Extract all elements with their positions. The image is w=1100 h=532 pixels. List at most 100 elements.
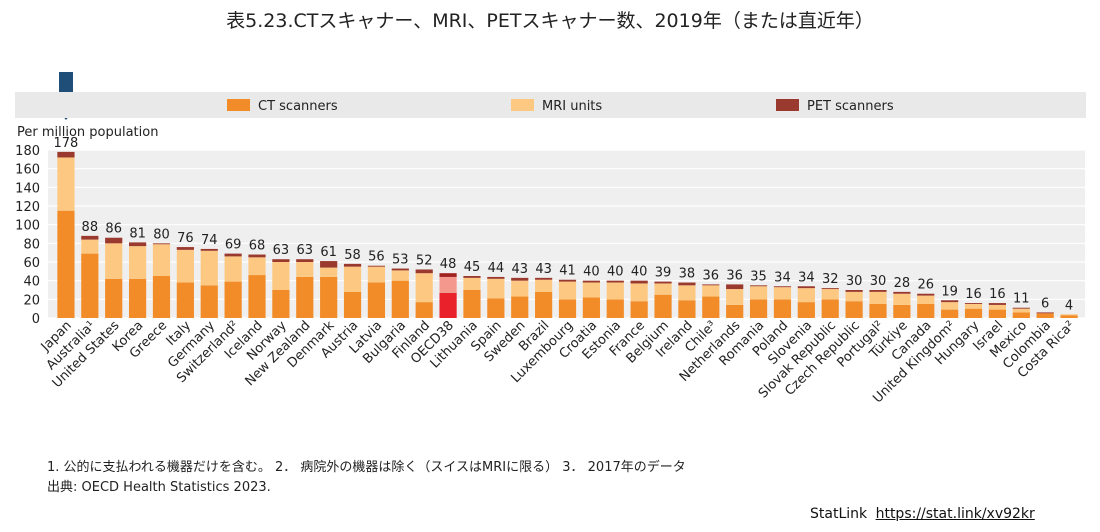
bar-segment: [152, 244, 171, 276]
bar-segment: [176, 249, 194, 283]
bar-segment: [1060, 315, 1078, 318]
total-label: 40: [631, 265, 648, 280]
bar-segment: [320, 276, 338, 318]
y-tick-label: 40: [23, 275, 40, 290]
bar-segment: [726, 284, 744, 290]
legend-swatch: [776, 99, 799, 111]
statlink: StatLink https://stat.link/xv92kr: [810, 506, 1035, 522]
total-label: 58: [344, 248, 361, 263]
bar-segment: [630, 301, 648, 318]
bar-segment: [821, 289, 839, 300]
total-label: 86: [105, 222, 122, 237]
bar-segment: [535, 279, 553, 292]
bar-segment: [845, 290, 863, 292]
bar-segment: [654, 283, 672, 295]
bar-segment: [964, 303, 983, 304]
bar-segment: [678, 300, 696, 318]
total-label: 11: [1013, 292, 1030, 307]
bar-segment: [535, 277, 553, 280]
legend-swatch: [227, 99, 250, 111]
bar-segment: [463, 290, 481, 318]
bars: [57, 151, 1078, 318]
total-label: 63: [273, 243, 290, 258]
bar-segment: [487, 276, 505, 279]
total-label: 39: [655, 266, 672, 281]
y-tick-label: 60: [23, 256, 40, 271]
total-label: 81: [129, 226, 146, 241]
total-label: 68: [249, 239, 266, 254]
bar-segment: [726, 304, 744, 318]
bar-segment: [367, 266, 386, 283]
bar-segment: [941, 309, 959, 318]
bar-chart: CT scanners MRI units PET scanners Per mil…: [15, 92, 1086, 406]
y-tick-label: 80: [23, 237, 40, 252]
total-label: 56: [368, 250, 385, 265]
bar-segment: [988, 303, 1007, 305]
bar-segment: [343, 266, 362, 292]
total-label: 35: [750, 269, 767, 284]
y-tick-label: 100: [15, 219, 40, 234]
bar-segment: [869, 290, 887, 292]
bar-segment: [773, 287, 792, 300]
bar-segment: [869, 304, 887, 318]
bar-segment: [941, 300, 959, 303]
bar-segment: [487, 298, 505, 318]
total-label: 16: [989, 287, 1006, 302]
bar-segment: [845, 301, 863, 318]
footnote-line: 1. 公的に支払われる機器だけを含む。 2． 病院外の機器は除く（スイスはMRI…: [47, 460, 686, 475]
bar-segment: [582, 297, 600, 318]
bar-segment: [1036, 313, 1054, 318]
bar-segment: [343, 291, 362, 318]
bar-segment: [439, 276, 457, 293]
bar-segment: [773, 286, 792, 288]
bar-segment: [678, 285, 696, 301]
bar-segment: [511, 280, 529, 297]
total-label: 178: [54, 136, 79, 151]
statlink-url[interactable]: https://stat.link/xv92kr: [875, 506, 1035, 522]
total-label: 16: [965, 287, 982, 302]
total-label: 28: [894, 276, 911, 291]
bar-segment: [81, 235, 99, 240]
legend-swatch: [511, 99, 534, 111]
total-label: 40: [607, 265, 624, 280]
legend-background: [15, 92, 1086, 118]
bar-segment: [128, 278, 147, 318]
bar-segment: [463, 277, 481, 290]
total-label: 88: [82, 220, 99, 235]
bar-segment: [726, 289, 744, 305]
bar-segment: [606, 280, 624, 283]
y-tick-label: 160: [15, 163, 40, 178]
bar-segment: [248, 275, 266, 318]
bar-segment: [343, 263, 362, 267]
total-label: 53: [392, 253, 409, 268]
bar-segment: [964, 308, 983, 318]
total-label: 4: [1065, 298, 1073, 313]
bar-segment: [821, 299, 839, 318]
bar-segment: [439, 273, 457, 277]
footnotes: 1. 公的に支払われる機器だけを含む。 2． 病院外の機器は除く（スイスはMRI…: [47, 458, 686, 498]
bar-segment: [296, 262, 314, 277]
bar-segment: [105, 278, 123, 318]
bar-segment: [487, 278, 505, 299]
bar-segment: [415, 269, 433, 274]
total-label: 74: [201, 233, 218, 248]
bar-segment: [749, 286, 768, 300]
bar-segment: [296, 259, 314, 262]
bar-segment: [224, 253, 242, 257]
bar-segment: [511, 277, 529, 281]
total-label: 63: [297, 243, 314, 258]
legend-label: CT scanners: [258, 99, 338, 114]
bar-segment: [81, 253, 99, 318]
bar-segment: [558, 279, 577, 282]
bar-segment: [606, 299, 624, 318]
bar-segment: [105, 243, 123, 279]
bar-segment: [558, 281, 577, 300]
bar-segment: [797, 302, 815, 318]
total-label: 34: [774, 270, 791, 285]
legend-label: MRI units: [542, 99, 602, 114]
bar-segment: [654, 281, 672, 284]
bar-segment: [1012, 312, 1030, 318]
bar-segment: [582, 282, 600, 298]
bar-segment: [1036, 312, 1054, 314]
